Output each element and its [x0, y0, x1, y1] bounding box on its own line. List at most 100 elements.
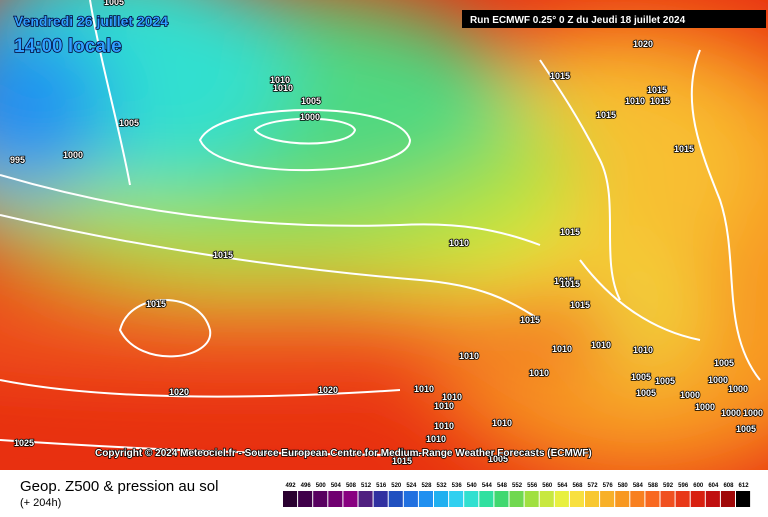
legend-swatch	[418, 491, 433, 507]
isobar-label: 1010	[273, 83, 293, 93]
isobar-label: 1010	[591, 340, 611, 350]
isobar-label: 1015	[650, 96, 670, 106]
legend-label: 564	[557, 483, 568, 489]
isobar-label: 1010	[529, 368, 549, 378]
isobar-label: 1010	[633, 345, 653, 355]
legend-label: 588	[648, 483, 659, 489]
isobar-label: 1020	[633, 39, 653, 49]
run-box	[462, 10, 766, 28]
legend-swatch	[283, 491, 298, 507]
footer-title: Geop. Z500 & pression au sol	[20, 478, 218, 495]
legend-swatch	[328, 491, 343, 507]
legend-swatch	[524, 491, 539, 507]
legend-swatch	[675, 491, 690, 507]
legend-label: 504	[331, 483, 342, 489]
isobar-label: 1005	[104, 0, 124, 7]
isobar-label: 1020	[318, 385, 338, 395]
color-legend: 492 496 500 504 508 512 516 520 524 528 532 536 540 5…	[283, 483, 751, 507]
legend-swatch	[388, 491, 403, 507]
isobar-label: 1010	[492, 418, 512, 428]
isobar-label: 1010	[270, 75, 290, 85]
isobar-label: 1005	[655, 376, 675, 386]
isobar-label: 1015	[550, 71, 570, 81]
legend-label: 572	[588, 483, 599, 489]
legend-label: 580	[618, 483, 629, 489]
legend-swatch	[464, 491, 479, 507]
isobar-label: 1015	[596, 110, 616, 120]
legend-swatch	[358, 491, 373, 507]
isobar-label: 1015	[554, 276, 574, 286]
isobar-label: 1000	[695, 402, 715, 412]
legend-label: 552	[512, 483, 523, 489]
legend-label: 548	[497, 483, 508, 489]
isobar-label: 1015	[647, 85, 667, 95]
legend-swatch	[554, 491, 569, 507]
legend-swatch	[434, 491, 449, 507]
isobar-label: 1015	[570, 300, 590, 310]
isobar-label: 1005	[636, 388, 656, 398]
legend-swatch	[736, 491, 751, 507]
isobar-label: 1005	[301, 96, 321, 106]
isobar-label: 1025	[14, 438, 34, 448]
legend-swatch	[645, 491, 660, 507]
legend-label: 604	[708, 483, 719, 489]
isobar-label: 1010	[552, 344, 572, 354]
copyright: Copyright © 2024 Meteociel.fr - Source E…	[95, 448, 592, 459]
legend-swatch	[569, 491, 584, 507]
isobar-label: 1010	[442, 392, 462, 402]
legend-swatch	[720, 491, 735, 507]
isobar-label: 1010	[459, 351, 479, 361]
isobar-label: 1000	[721, 408, 741, 418]
isobar-label: 1000	[708, 375, 728, 385]
isobar-label: 1005	[631, 372, 651, 382]
legend-swatch	[449, 491, 464, 507]
legend-label: 500	[316, 483, 327, 489]
legend-label: 536	[452, 483, 463, 489]
isobar-label: 1015	[674, 144, 694, 154]
footer-lead: (+ 204h)	[20, 497, 61, 509]
legend-label: 540	[467, 483, 478, 489]
legend-swatch	[343, 491, 358, 507]
legend-swatch	[313, 491, 328, 507]
isobar-label: 1015	[392, 456, 412, 466]
time-label: 14:00 locale	[14, 36, 122, 57]
legend-label: 600	[693, 483, 704, 489]
legend-swatch	[615, 491, 630, 507]
legend-label: 512	[361, 483, 372, 489]
legend-label: 584	[633, 483, 644, 489]
legend-swatch	[630, 491, 645, 507]
legend-label: 560	[542, 483, 553, 489]
isobar-label: 1015	[146, 299, 166, 309]
legend-label: 608	[723, 483, 734, 489]
legend-swatch	[539, 491, 554, 507]
legend-label: 508	[346, 483, 357, 489]
legend-label: 516	[376, 483, 387, 489]
legend-label: 524	[406, 483, 417, 489]
legend-label: 556	[527, 483, 538, 489]
legend-label: 544	[482, 483, 493, 489]
isobar-label: 1005	[488, 454, 508, 464]
legend-swatch	[494, 491, 509, 507]
legend-swatch	[585, 491, 600, 507]
legend-label: 528	[421, 483, 432, 489]
isobar-label: 1000	[680, 390, 700, 400]
isobar-label: 995	[10, 155, 25, 165]
legend-label: 612	[739, 483, 750, 489]
isobar-label: 1005	[119, 118, 139, 128]
isobar-label: 1015	[560, 279, 580, 289]
date-label: Vendredi 26 juillet 2024	[14, 13, 168, 29]
isobar-label: 1005	[736, 424, 756, 434]
legend-label: 532	[437, 483, 448, 489]
legend-label: 520	[391, 483, 402, 489]
run-label: Run ECMWF 0.25° 0 Z du Jeudi 18 juillet …	[470, 15, 686, 26]
isobar-label: 1010	[625, 96, 645, 106]
legend-label: 592	[663, 483, 674, 489]
legend-label: 496	[301, 483, 312, 489]
legend-swatch	[509, 491, 524, 507]
isobar-label: 1015	[520, 315, 540, 325]
isobar-label: 1020	[169, 387, 189, 397]
legend-label: 576	[603, 483, 614, 489]
isobar-label: 1010	[434, 401, 454, 411]
